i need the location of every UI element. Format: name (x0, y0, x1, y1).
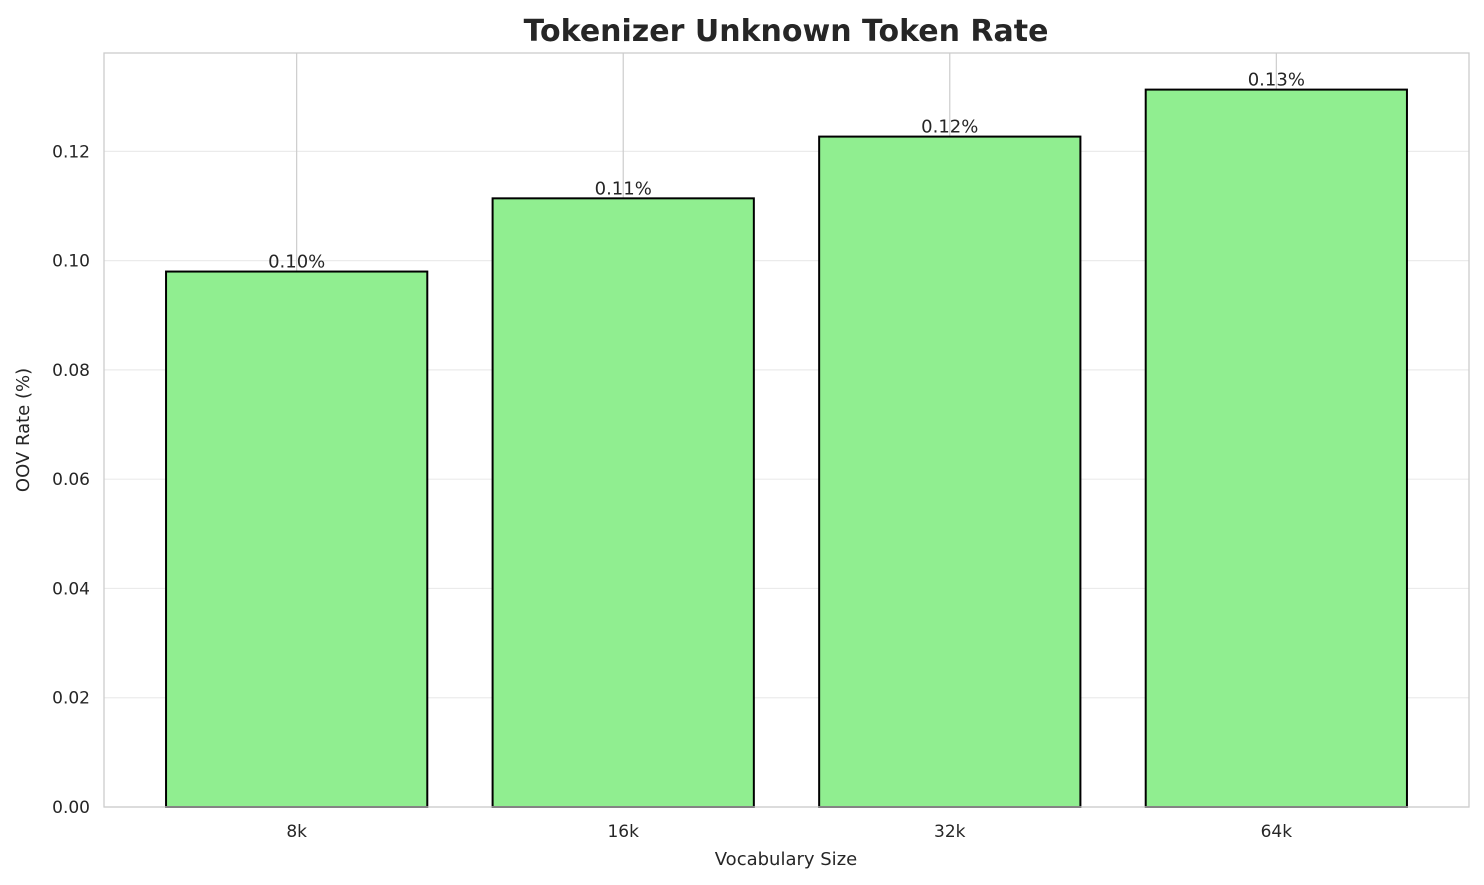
x-ticks: 8k 16k 32k 64k (286, 822, 1292, 842)
x-axis-label: Vocabulary Size (715, 849, 857, 870)
data-label: 0.11% (595, 178, 652, 199)
y-tick-label: 0.04 (52, 579, 90, 599)
data-label: 0.10% (268, 252, 325, 273)
x-tick-label: 64k (1261, 822, 1293, 842)
data-labels: 0.10% 0.11% 0.12% 0.13% (268, 70, 1305, 273)
chart-title: Tokenizer Unknown Token Rate (524, 14, 1049, 49)
y-tick-label: 0.00 (52, 798, 90, 818)
y-ticks: 0.00 0.02 0.04 0.06 0.08 0.10 0.12 (52, 142, 90, 818)
x-tick-label: 32k (934, 822, 966, 842)
y-axis-label: OOV Rate (%) (13, 368, 34, 492)
y-tick-label: 0.02 (52, 689, 90, 709)
data-label: 0.13% (1248, 70, 1305, 91)
bar-8k (165, 270, 429, 808)
y-tick-label: 0.08 (52, 361, 90, 381)
data-label: 0.12% (921, 117, 978, 138)
plot-frame (103, 52, 1470, 808)
bar-32k (818, 135, 1082, 809)
y-tick-label: 0.10 (52, 252, 90, 272)
x-tick-label: 8k (286, 822, 307, 842)
bar-16k (491, 197, 755, 808)
y-tick-label: 0.06 (52, 470, 90, 490)
y-tick-label: 0.12 (52, 142, 90, 162)
bars (165, 88, 1408, 809)
x-tick-label: 16k (607, 822, 639, 842)
bar-64k (1144, 88, 1408, 809)
